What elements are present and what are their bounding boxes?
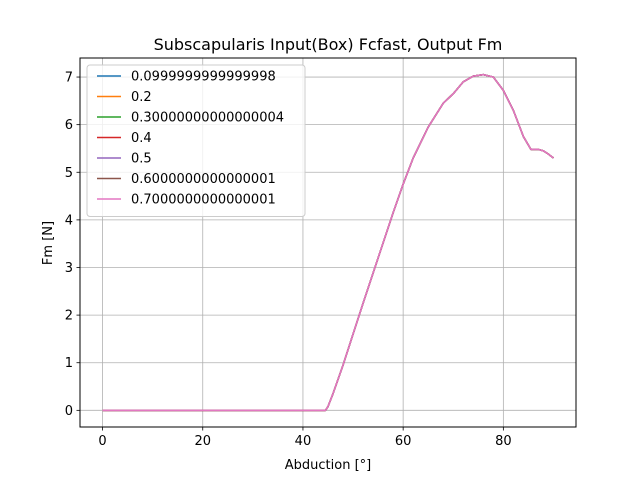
y-axis-ticks: 0 1 2 3 4 5 6 7 [65,71,80,419]
x-axis-label: Abduction [°] [285,458,371,473]
legend-box [86,64,306,217]
y-tick-label: 6 [65,118,73,133]
legend-label: 0.7000000000000001 [131,193,276,208]
y-axis-label: Fm [N] [41,221,56,265]
x-tick-label: 0 [98,434,106,449]
series-line-7 [102,73,554,412]
y-tick-label: 3 [65,261,73,276]
legend-label: 0.6000000000000001 [131,172,276,187]
series-lines [102,73,554,412]
y-tick-label: 5 [65,166,73,181]
legend-label: 0.0999999999999998 [131,70,276,85]
y-tick-label: 2 [65,309,73,324]
y-tick-label: 4 [65,213,73,228]
x-tick-label: 40 [295,434,312,449]
y-tick-label: 0 [65,404,73,419]
plot-frame [79,57,577,428]
x-axis-ticks: 0 20 40 60 80 [98,427,512,449]
legend-label: 0.4 [131,131,152,146]
legend-label: 0.2 [131,90,152,105]
legend: 0.0999999999999998 0.2 0.30000000000000004… [86,64,306,217]
legend-label: 0.5 [131,152,152,167]
x-tick-label: 20 [194,434,211,449]
y-tick-label: 7 [65,71,73,86]
legend-label: 0.30000000000000004 [131,111,284,126]
chart-title: Subscapularis Input(Box) Fcfast, Output … [154,35,503,54]
x-tick-label: 60 [395,434,412,449]
y-tick-label: 1 [65,356,73,371]
x-tick-label: 80 [495,434,512,449]
